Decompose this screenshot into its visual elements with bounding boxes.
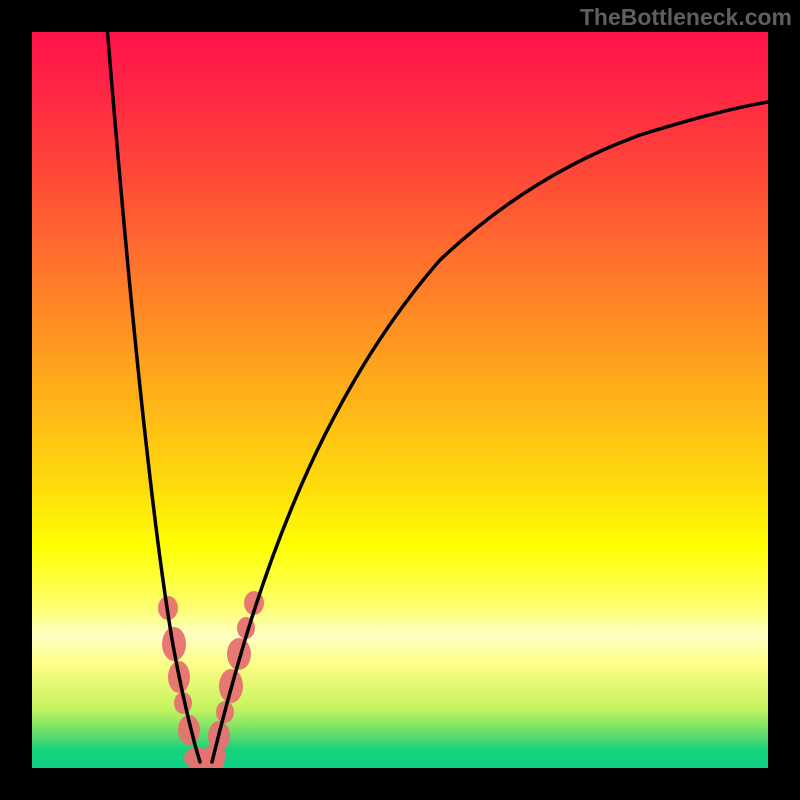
bottleneck-chart-svg [0,0,800,800]
chart-root: TheBottleneck.com [0,0,800,800]
